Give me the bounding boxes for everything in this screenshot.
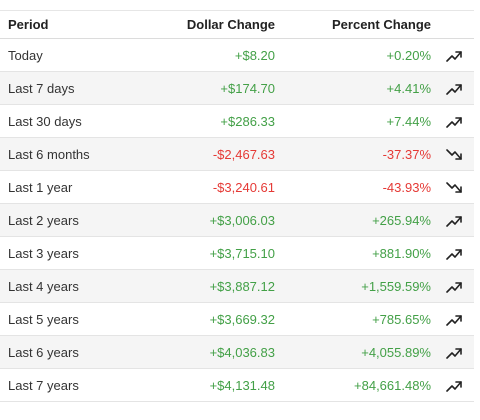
- trend-cell: [435, 72, 474, 105]
- period-cell: Last 5 years: [8, 311, 79, 327]
- price-change-table: Period Dollar Change Percent Change Toda…: [0, 10, 474, 402]
- dollar-change-cell: +$4,036.83: [209, 344, 275, 360]
- header-percent-change: Percent Change: [332, 17, 431, 32]
- trending-up-icon: [446, 278, 462, 293]
- trend-cell: [435, 204, 474, 237]
- trend-cell: [435, 270, 474, 303]
- table-row: Last 6 years +$4,036.83 +4,055.89%: [0, 335, 474, 369]
- period-cell: Last 4 years: [8, 278, 79, 294]
- trending-up-icon: [446, 311, 462, 326]
- period-cell: Last 7 days: [8, 80, 75, 96]
- percent-change-cell: +265.94%: [372, 212, 431, 228]
- header-row: Period Dollar Change Percent Change: [0, 10, 474, 39]
- table-row: Last 7 years +$4,131.48 +84,661.48%: [0, 369, 474, 402]
- trending-up-icon: [446, 212, 462, 227]
- trending-down-icon: [446, 146, 462, 161]
- trending-up-icon: [446, 47, 462, 62]
- trend-cell: [435, 237, 474, 270]
- percent-change-cell: +84,661.48%: [354, 377, 431, 393]
- price-change-panel: Period Dollar Change Percent Change Toda…: [0, 10, 474, 420]
- trend-cell: [435, 336, 474, 369]
- dollar-change-cell: +$4,131.48: [209, 377, 275, 393]
- dollar-change-cell: +$286.33: [220, 113, 275, 129]
- header-trend: [435, 11, 474, 39]
- dollar-change-cell: +$3,669.32: [209, 311, 275, 327]
- table-row: Last 4 years +$3,887.12 +1,559.59%: [0, 269, 474, 303]
- percent-change-cell: +881.90%: [372, 245, 431, 261]
- dollar-change-cell: +$8.20: [234, 47, 275, 63]
- table-body: Today +$8.20 +0.20% Last 7 days +$174.70 +4.4…: [0, 39, 474, 402]
- dollar-change-cell: +$174.70: [220, 80, 275, 96]
- dollar-change-cell: +$3,715.10: [209, 245, 275, 261]
- percent-change-cell: -43.93%: [382, 179, 431, 195]
- percent-change-cell: +4.41%: [386, 80, 431, 96]
- period-cell: Last 3 years: [8, 245, 79, 261]
- period-cell: Last 1 year: [8, 179, 73, 195]
- period-cell: Today: [8, 47, 43, 63]
- dollar-change-cell: -$3,240.61: [212, 179, 275, 195]
- table-row: Last 2 years +$3,006.03 +265.94%: [0, 203, 474, 237]
- percent-change-cell: +1,559.59%: [361, 278, 431, 294]
- period-cell: Last 6 months: [8, 146, 90, 162]
- trend-cell: [435, 138, 474, 171]
- percent-change-cell: +785.65%: [372, 311, 431, 327]
- trend-cell: [435, 105, 474, 138]
- period-cell: Last 2 years: [8, 212, 79, 228]
- dollar-change-cell: -$2,467.63: [212, 146, 275, 162]
- header-dollar-change: Dollar Change: [186, 17, 275, 32]
- trending-up-icon: [446, 344, 462, 359]
- dollar-change-cell: +$3,887.12: [209, 278, 275, 294]
- period-cell: Last 6 years: [8, 344, 79, 360]
- trending-up-icon: [446, 113, 462, 128]
- table-header: Period Dollar Change Percent Change: [0, 10, 474, 39]
- percent-change-cell: +4,055.89%: [361, 344, 431, 360]
- dollar-change-cell: +$3,006.03: [209, 212, 275, 228]
- percent-change-cell: -37.37%: [382, 146, 431, 162]
- trend-cell: [435, 39, 474, 72]
- trending-up-icon: [446, 377, 462, 392]
- header-period: Period: [8, 17, 49, 32]
- trending-down-icon: [446, 179, 462, 194]
- table-row: Last 5 years +$3,669.32 +785.65%: [0, 303, 474, 336]
- percent-change-cell: +7.44%: [386, 113, 431, 129]
- trend-cell: [435, 303, 474, 336]
- period-cell: Last 7 years: [8, 377, 79, 393]
- table-row: Today +$8.20 +0.20%: [0, 39, 474, 72]
- percent-change-cell: +0.20%: [386, 47, 431, 63]
- trend-cell: [435, 171, 474, 204]
- table-row: Last 30 days +$286.33 +7.44%: [0, 105, 474, 138]
- trending-up-icon: [446, 80, 462, 95]
- table-row: Last 3 years +$3,715.10 +881.90%: [0, 237, 474, 270]
- table-row: Last 1 year -$3,240.61 -43.93%: [0, 171, 474, 204]
- table-row: Last 6 months -$2,467.63 -37.37%: [0, 137, 474, 171]
- trend-cell: [435, 369, 474, 402]
- period-cell: Last 30 days: [8, 113, 82, 129]
- trending-up-icon: [446, 245, 462, 260]
- table-row: Last 7 days +$174.70 +4.41%: [0, 71, 474, 105]
